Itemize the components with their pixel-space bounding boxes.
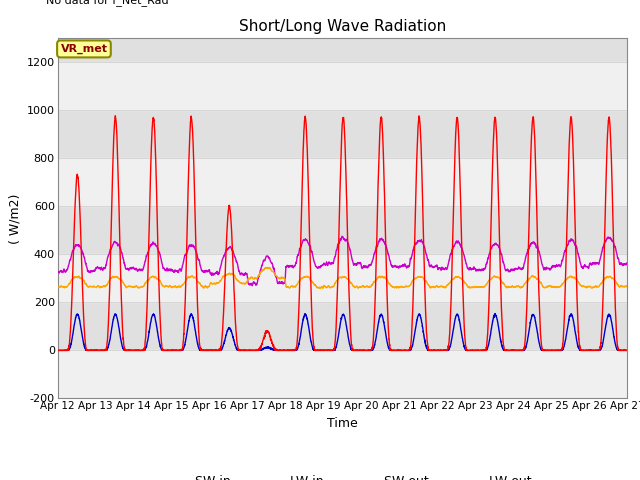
SW in bbox=[398, 348, 406, 353]
SW out bbox=[623, 348, 630, 353]
SW in bbox=[111, 113, 119, 119]
LW in bbox=[54, 284, 61, 290]
SW in bbox=[54, 348, 62, 353]
SW out bbox=[623, 348, 631, 353]
SW in bbox=[623, 348, 631, 353]
Text: No data for f_Net_Rad: No data for f_Net_Rad bbox=[46, 0, 169, 6]
SW in bbox=[176, 348, 184, 353]
LW in bbox=[623, 284, 631, 289]
LW out bbox=[623, 261, 631, 267]
LW out bbox=[398, 263, 406, 268]
Line: SW out: SW out bbox=[58, 313, 627, 350]
SW out bbox=[54, 348, 61, 353]
Text: VR_met: VR_met bbox=[60, 44, 108, 54]
LW in bbox=[264, 264, 271, 270]
SW out bbox=[492, 311, 499, 316]
Line: SW in: SW in bbox=[58, 116, 627, 350]
SW out bbox=[212, 348, 220, 353]
Legend: SW in, LW in, SW out, LW out: SW in, LW in, SW out, LW out bbox=[148, 470, 536, 480]
LW out bbox=[176, 266, 184, 272]
Line: LW in: LW in bbox=[58, 267, 627, 288]
LW in bbox=[570, 275, 577, 281]
LW out bbox=[339, 233, 346, 239]
LW in bbox=[176, 284, 184, 289]
Bar bbox=[58, 350, 627, 398]
SW out bbox=[398, 348, 406, 353]
SW in bbox=[570, 153, 577, 159]
LW in bbox=[398, 284, 406, 290]
Y-axis label: ( W/m2): ( W/m2) bbox=[8, 193, 21, 243]
LW out bbox=[248, 283, 256, 288]
LW out bbox=[54, 268, 61, 274]
SW in bbox=[213, 348, 221, 353]
LW out bbox=[408, 252, 416, 258]
Bar bbox=[58, 158, 627, 206]
LW out bbox=[570, 238, 577, 244]
SW out bbox=[569, 316, 577, 322]
SW in bbox=[623, 348, 631, 353]
Bar bbox=[58, 254, 627, 302]
LW in bbox=[316, 285, 324, 291]
LW in bbox=[623, 284, 631, 289]
Bar bbox=[58, 62, 627, 110]
SW out bbox=[408, 345, 416, 350]
SW out bbox=[176, 348, 184, 353]
LW in bbox=[408, 278, 416, 284]
SW in bbox=[408, 320, 416, 325]
SW in bbox=[54, 348, 61, 353]
Title: Short/Long Wave Radiation: Short/Long Wave Radiation bbox=[239, 20, 446, 35]
LW in bbox=[212, 280, 220, 286]
LW out bbox=[623, 260, 631, 266]
Line: LW out: LW out bbox=[58, 236, 627, 286]
LW out bbox=[212, 269, 220, 275]
X-axis label: Time: Time bbox=[327, 417, 358, 430]
